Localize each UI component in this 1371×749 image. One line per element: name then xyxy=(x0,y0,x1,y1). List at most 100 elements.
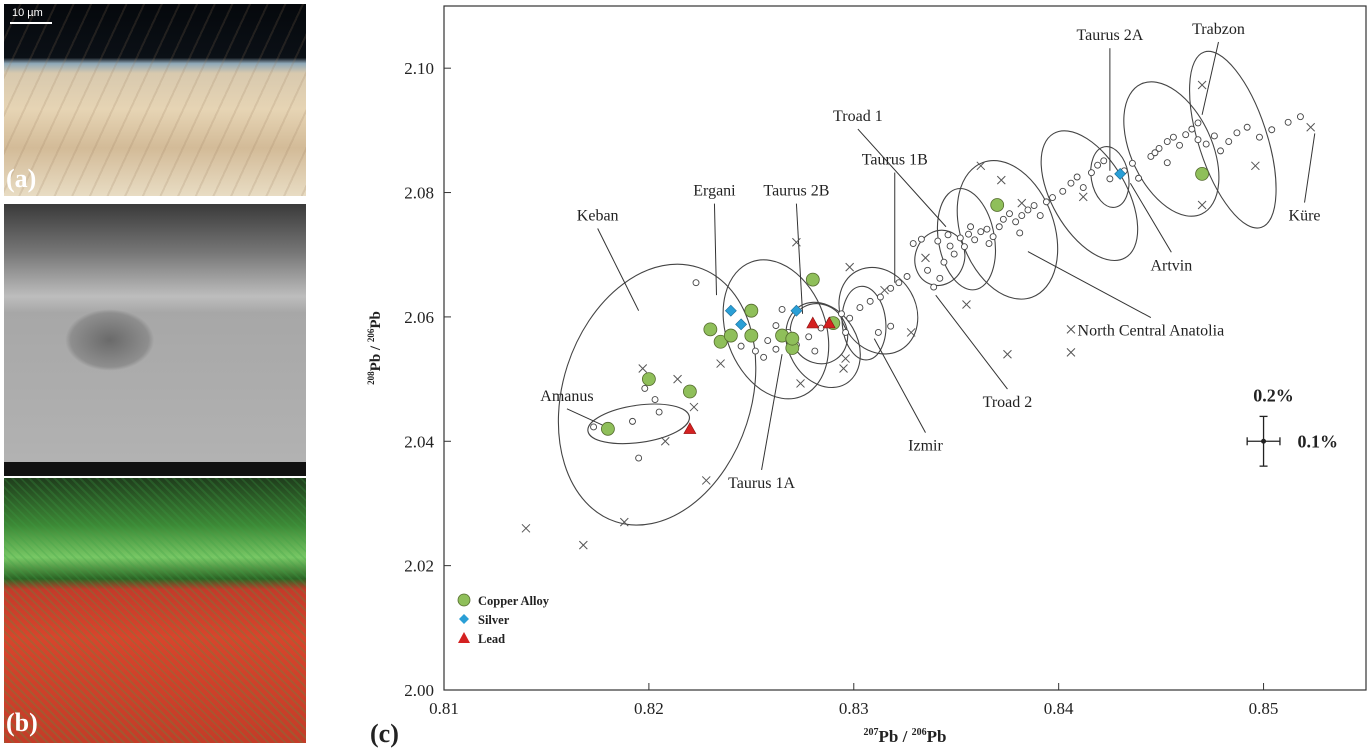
reference-x-point xyxy=(1078,192,1088,202)
silver-point xyxy=(790,304,803,317)
reference-circle-point xyxy=(1024,206,1032,214)
reference-circle-point xyxy=(1087,169,1095,177)
reference-circle-point xyxy=(629,417,636,425)
reference-circle-point xyxy=(1284,118,1292,126)
x-mark-stroke xyxy=(845,262,855,272)
reference-x-point xyxy=(660,436,670,446)
reference-x-point xyxy=(716,359,725,368)
reference-x-point xyxy=(906,328,916,337)
reference-circle-point xyxy=(903,273,911,280)
reference-circle-point xyxy=(1006,210,1013,218)
reference-circle-point xyxy=(971,236,979,244)
reference-x-point xyxy=(1003,349,1012,359)
x-mark-stroke xyxy=(792,237,801,247)
region-label-troad-1: Troad 1 xyxy=(833,108,883,125)
x-mark-stroke xyxy=(796,379,805,388)
reference-circle-point xyxy=(811,347,819,355)
silver-point xyxy=(724,304,737,317)
x-mark-stroke xyxy=(921,253,930,263)
region-label-north-central-anatolia: North Central Anatolia xyxy=(1078,323,1225,340)
reference-x-point xyxy=(619,517,629,527)
lead-point xyxy=(683,422,697,434)
reference-circle-point xyxy=(960,243,968,251)
copper-alloy-point xyxy=(703,322,718,337)
reference-circle-point xyxy=(1233,129,1241,137)
reference-circle-point xyxy=(1194,119,1202,127)
reference-circle-point xyxy=(778,305,786,313)
reference-circle-point xyxy=(1256,133,1263,141)
leader-line-troad-1 xyxy=(857,128,947,228)
reference-circle-point xyxy=(1194,136,1202,144)
reference-circle-point xyxy=(838,310,845,318)
scale-bar xyxy=(10,22,52,24)
reference-circle-point xyxy=(930,283,938,291)
reference-circle-point xyxy=(1094,161,1102,169)
legend-marker-lead xyxy=(458,632,470,643)
leader-line-artvin xyxy=(1129,182,1172,253)
reference-circle-point xyxy=(874,329,882,336)
region-ellipse-trabzon xyxy=(1123,81,1220,217)
reference-circle-point xyxy=(635,454,643,462)
panel-label-c: (c) xyxy=(370,719,399,748)
sem-info-bar xyxy=(4,462,306,476)
region-ellipse-taurus-2a xyxy=(1040,130,1139,262)
leader-line-troad-2 xyxy=(935,294,1008,390)
reference-circle-point xyxy=(692,279,700,287)
reference-circle-point xyxy=(956,234,964,242)
region-ellipse-amanus xyxy=(587,403,690,445)
copper-alloy-point xyxy=(990,198,1005,212)
lead-point xyxy=(806,316,820,329)
region-ellipse-troad-2 xyxy=(914,229,966,286)
reference-x-point xyxy=(1251,161,1260,171)
x-mark-stroke xyxy=(660,436,670,446)
x-mark-stroke xyxy=(673,374,682,384)
y-tick-label: 2.04 xyxy=(404,432,434,451)
x-mark-stroke xyxy=(1197,80,1207,90)
reference-x-point xyxy=(1017,198,1027,208)
reference-x-point xyxy=(996,175,1006,185)
reference-circle-point xyxy=(876,293,884,301)
reference-circle-point xyxy=(995,223,1003,231)
reference-x-point xyxy=(921,253,930,263)
region-ellipse-keban xyxy=(557,263,757,526)
reference-circle-point xyxy=(1049,194,1056,201)
x-mark-stroke xyxy=(1003,349,1012,359)
reference-circle-point xyxy=(983,225,991,233)
x-mark-stroke xyxy=(1306,122,1316,132)
reference-circle-point xyxy=(1182,131,1190,139)
reference-circle-point xyxy=(1163,138,1171,146)
reference-circle-point xyxy=(940,258,948,266)
y-axis-label: 208Pb / 206Pb xyxy=(366,311,384,385)
scale-bar-label: 10 µm xyxy=(12,7,43,19)
reference-x-point xyxy=(976,161,986,171)
x-mark-stroke xyxy=(841,354,850,363)
reference-x-point xyxy=(1066,324,1076,334)
legend-label-lead: Lead xyxy=(478,632,505,646)
reference-circle-point xyxy=(909,240,917,247)
reference-circle-point xyxy=(1012,218,1020,226)
reference-x-point xyxy=(521,523,531,533)
reference-circle-point xyxy=(1176,141,1184,149)
reference-circle-point xyxy=(977,228,985,236)
reference-x-point xyxy=(841,354,850,363)
reference-circle-point xyxy=(1135,174,1143,182)
x-tick-label: 0.85 xyxy=(1249,699,1279,718)
y-tick-label: 2.08 xyxy=(404,184,434,203)
copper-alloy-point xyxy=(785,331,800,346)
reference-circle-point xyxy=(805,333,813,341)
leader-line-keban xyxy=(597,228,640,311)
reference-circle-point xyxy=(950,250,958,258)
reference-circle-point xyxy=(946,242,954,250)
region-label-amanus: Amanus xyxy=(540,388,593,405)
reference-circle-point xyxy=(985,240,993,247)
reference-circle-point xyxy=(1202,140,1210,148)
texture-overlay xyxy=(4,478,306,743)
x-mark-stroke xyxy=(1197,200,1207,210)
reference-circle-point xyxy=(651,396,659,404)
reference-circle-point xyxy=(1036,212,1044,220)
copper-alloy-point xyxy=(1195,166,1209,181)
sem-image-panel-b xyxy=(4,204,306,476)
x-tick-label: 0.81 xyxy=(429,699,459,718)
leader-line-trabzon xyxy=(1201,41,1219,115)
reference-circle-point xyxy=(1016,229,1024,237)
